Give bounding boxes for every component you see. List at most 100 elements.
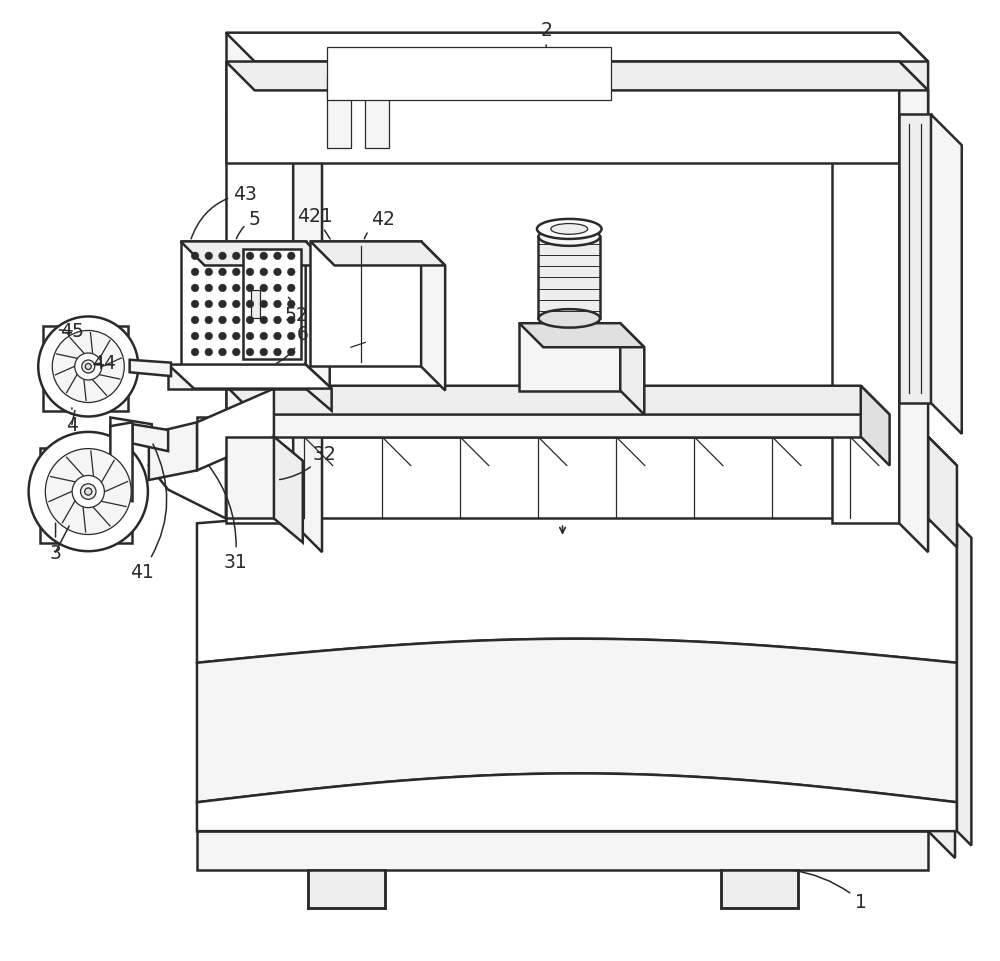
Circle shape <box>274 333 281 340</box>
Polygon shape <box>928 524 955 858</box>
Circle shape <box>287 349 295 357</box>
Circle shape <box>232 284 240 292</box>
Circle shape <box>246 349 254 357</box>
Circle shape <box>81 484 96 500</box>
Polygon shape <box>327 48 611 101</box>
Polygon shape <box>306 365 332 411</box>
Circle shape <box>82 360 95 374</box>
Polygon shape <box>197 639 957 802</box>
Circle shape <box>274 301 281 308</box>
Polygon shape <box>274 437 303 543</box>
Circle shape <box>191 317 199 325</box>
Circle shape <box>219 284 226 292</box>
Circle shape <box>287 317 295 325</box>
Polygon shape <box>327 77 351 149</box>
Polygon shape <box>620 324 644 415</box>
Circle shape <box>246 301 254 308</box>
Text: 421: 421 <box>297 207 333 240</box>
Polygon shape <box>899 115 931 404</box>
Ellipse shape <box>538 309 600 329</box>
Polygon shape <box>197 389 274 471</box>
Circle shape <box>85 488 92 496</box>
Circle shape <box>72 476 104 508</box>
Text: 41: 41 <box>130 445 167 581</box>
Circle shape <box>274 284 281 292</box>
Circle shape <box>45 449 131 535</box>
Polygon shape <box>197 524 928 831</box>
Circle shape <box>191 284 199 292</box>
Circle shape <box>205 317 213 325</box>
Polygon shape <box>197 418 226 437</box>
Text: 6: 6 <box>276 325 309 364</box>
Polygon shape <box>133 425 168 452</box>
Polygon shape <box>110 418 152 446</box>
Circle shape <box>287 301 295 308</box>
Circle shape <box>274 349 281 357</box>
Circle shape <box>205 269 213 277</box>
Text: 4: 4 <box>66 408 78 434</box>
Polygon shape <box>899 115 928 553</box>
Polygon shape <box>226 115 322 144</box>
Polygon shape <box>832 115 928 144</box>
Polygon shape <box>197 774 957 831</box>
Circle shape <box>287 284 295 292</box>
Text: 31: 31 <box>208 465 247 572</box>
Circle shape <box>274 269 281 277</box>
Circle shape <box>260 333 268 340</box>
Circle shape <box>260 349 268 357</box>
Text: 42: 42 <box>364 209 395 239</box>
Circle shape <box>246 253 254 260</box>
Circle shape <box>260 284 268 292</box>
Polygon shape <box>226 62 928 91</box>
Ellipse shape <box>538 228 600 247</box>
Circle shape <box>232 349 240 357</box>
Polygon shape <box>149 437 226 519</box>
Circle shape <box>75 354 102 381</box>
Circle shape <box>232 333 240 340</box>
Polygon shape <box>931 115 962 434</box>
Circle shape <box>205 333 213 340</box>
Circle shape <box>38 317 138 417</box>
Polygon shape <box>181 367 306 382</box>
Circle shape <box>29 432 148 552</box>
Bar <box>251 290 260 319</box>
Circle shape <box>219 301 226 308</box>
Circle shape <box>232 269 240 277</box>
Polygon shape <box>226 62 899 163</box>
Polygon shape <box>310 242 421 367</box>
Ellipse shape <box>551 224 588 235</box>
Polygon shape <box>293 115 322 553</box>
Circle shape <box>52 332 124 403</box>
Polygon shape <box>226 437 274 519</box>
Polygon shape <box>197 524 955 551</box>
Circle shape <box>274 253 281 260</box>
Circle shape <box>219 333 226 340</box>
Circle shape <box>287 333 295 340</box>
Circle shape <box>205 284 213 292</box>
Polygon shape <box>226 386 861 437</box>
Circle shape <box>85 364 91 370</box>
Polygon shape <box>538 237 600 319</box>
Circle shape <box>191 333 199 340</box>
Polygon shape <box>308 870 385 908</box>
Polygon shape <box>181 242 306 367</box>
Polygon shape <box>306 242 330 391</box>
Polygon shape <box>226 34 899 115</box>
Polygon shape <box>861 386 890 466</box>
Circle shape <box>191 253 199 260</box>
Text: 1: 1 <box>791 870 867 911</box>
Polygon shape <box>519 324 620 391</box>
Polygon shape <box>226 437 957 466</box>
Circle shape <box>191 301 199 308</box>
Circle shape <box>219 349 226 357</box>
Circle shape <box>246 317 254 325</box>
Circle shape <box>205 253 213 260</box>
Circle shape <box>219 269 226 277</box>
Circle shape <box>205 301 213 308</box>
Text: 43: 43 <box>191 185 257 239</box>
Circle shape <box>260 269 268 277</box>
Bar <box>43 327 128 411</box>
Circle shape <box>260 317 268 325</box>
Circle shape <box>287 269 295 277</box>
Polygon shape <box>226 386 890 415</box>
